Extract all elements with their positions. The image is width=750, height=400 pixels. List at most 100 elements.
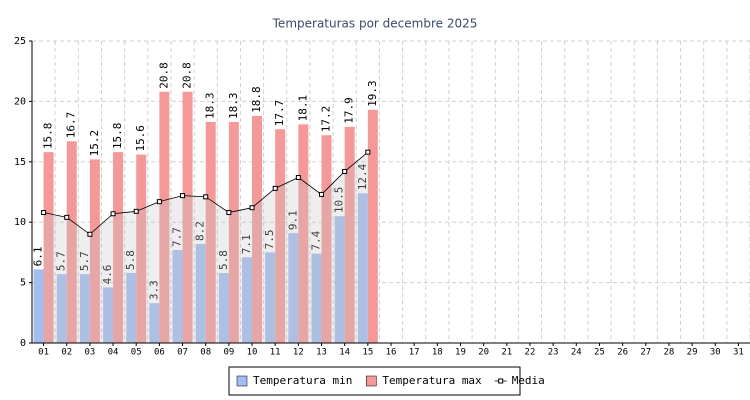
x-tick-label: 12: [293, 348, 304, 358]
x-tick-label: 14: [339, 348, 350, 358]
x-tick-label: 03: [84, 348, 95, 358]
data-label: 15.2: [88, 130, 101, 157]
bar: [321, 135, 332, 343]
x-tick-label: 05: [131, 348, 142, 358]
media-marker: [365, 149, 371, 155]
data-label: 18.3: [227, 92, 240, 119]
bar: [136, 154, 147, 343]
x-tick-label: 04: [108, 348, 119, 358]
bar: [33, 269, 44, 343]
bar: [126, 272, 137, 343]
y-tick-label: 25: [14, 36, 26, 47]
x-tick-label: 25: [594, 348, 605, 358]
data-label: 7.1: [240, 234, 253, 254]
data-label: 5.7: [78, 251, 91, 271]
y-tick-label: 10: [14, 217, 26, 228]
media-marker: [342, 168, 348, 174]
x-tick-label: 28: [664, 348, 675, 358]
bar: [228, 121, 239, 343]
media-marker: [41, 210, 47, 216]
y-tick-label: 20: [14, 96, 26, 107]
media-marker: [180, 193, 186, 199]
x-tick-label: 19: [455, 348, 466, 358]
media-marker: [226, 210, 232, 216]
bar: [218, 272, 229, 343]
x-tick-label: 17: [409, 348, 420, 358]
x-tick-label: 07: [177, 348, 188, 358]
legend-label: Temperatura min: [253, 374, 352, 387]
x-tick-label: 20: [478, 348, 489, 358]
data-label: 18.1: [296, 95, 309, 122]
data-label: 8.2: [194, 221, 207, 241]
bar: [195, 243, 206, 343]
data-label: 20.8: [181, 62, 194, 89]
data-label: 10.5: [333, 187, 346, 214]
bar: [182, 91, 193, 344]
x-tick-label: 22: [525, 348, 536, 358]
legend-label: Temperatura max: [382, 374, 482, 387]
media-marker: [133, 208, 139, 214]
bar: [56, 274, 67, 343]
bar: [66, 141, 77, 343]
data-label: 20.8: [157, 62, 170, 89]
bar: [334, 216, 345, 343]
data-label: 6.1: [32, 246, 45, 266]
legend-swatch: [236, 375, 248, 387]
data-label: 7.7: [171, 227, 184, 247]
data-label: 16.7: [65, 112, 78, 139]
data-label: 3.3: [147, 280, 160, 300]
bar: [265, 252, 276, 343]
data-label: 19.3: [366, 80, 379, 107]
bar: [103, 287, 114, 343]
legend-label: Media: [512, 374, 545, 387]
x-tick-label: 09: [223, 348, 234, 358]
bar: [298, 124, 309, 344]
bar: [89, 159, 100, 343]
bar: [205, 121, 216, 343]
x-tick-label: 15: [362, 348, 373, 358]
bar: [149, 303, 160, 343]
x-tick-label: 08: [200, 348, 211, 358]
y-tick-label: 5: [20, 278, 26, 289]
media-marker: [272, 185, 278, 191]
data-label: 7.5: [263, 230, 276, 250]
x-tick-label: 27: [640, 348, 651, 358]
media-marker: [295, 175, 301, 181]
data-label: 17.7: [273, 100, 286, 127]
bar: [159, 91, 170, 344]
media-marker: [319, 191, 325, 197]
data-label: 9.1: [286, 210, 299, 230]
media-marker: [87, 231, 93, 237]
data-label: 18.3: [204, 92, 217, 119]
data-label: 17.2: [320, 106, 333, 133]
bar: [367, 109, 378, 343]
bar: [288, 233, 299, 343]
x-tick-label: 16: [386, 348, 397, 358]
media-marker: [156, 199, 162, 205]
media-marker: [110, 211, 116, 217]
media-marker: [249, 205, 255, 211]
x-tick-label: 26: [617, 348, 628, 358]
data-label: 15.6: [134, 125, 147, 152]
chart-title: Temperaturas por decembre 2025: [272, 17, 478, 31]
legend-swatch: [498, 378, 504, 384]
media-marker: [203, 194, 209, 200]
data-label: 5.7: [55, 251, 68, 271]
y-tick-label: 0: [20, 338, 26, 349]
x-tick-label: 30: [710, 348, 721, 358]
bar: [172, 249, 183, 343]
bar: [344, 126, 355, 343]
y-tick-label: 15: [14, 157, 26, 168]
x-tick-label: 01: [38, 348, 49, 358]
x-tick-label: 31: [733, 348, 744, 358]
bar: [252, 115, 263, 343]
x-tick-label: 24: [571, 348, 582, 358]
bar: [357, 193, 368, 343]
data-label: 4.6: [101, 265, 114, 285]
data-label: 5.8: [124, 250, 137, 270]
media-marker: [64, 214, 70, 220]
data-label: 18.8: [250, 86, 263, 113]
data-label: 15.8: [42, 123, 55, 150]
x-tick-label: 10: [247, 348, 258, 358]
